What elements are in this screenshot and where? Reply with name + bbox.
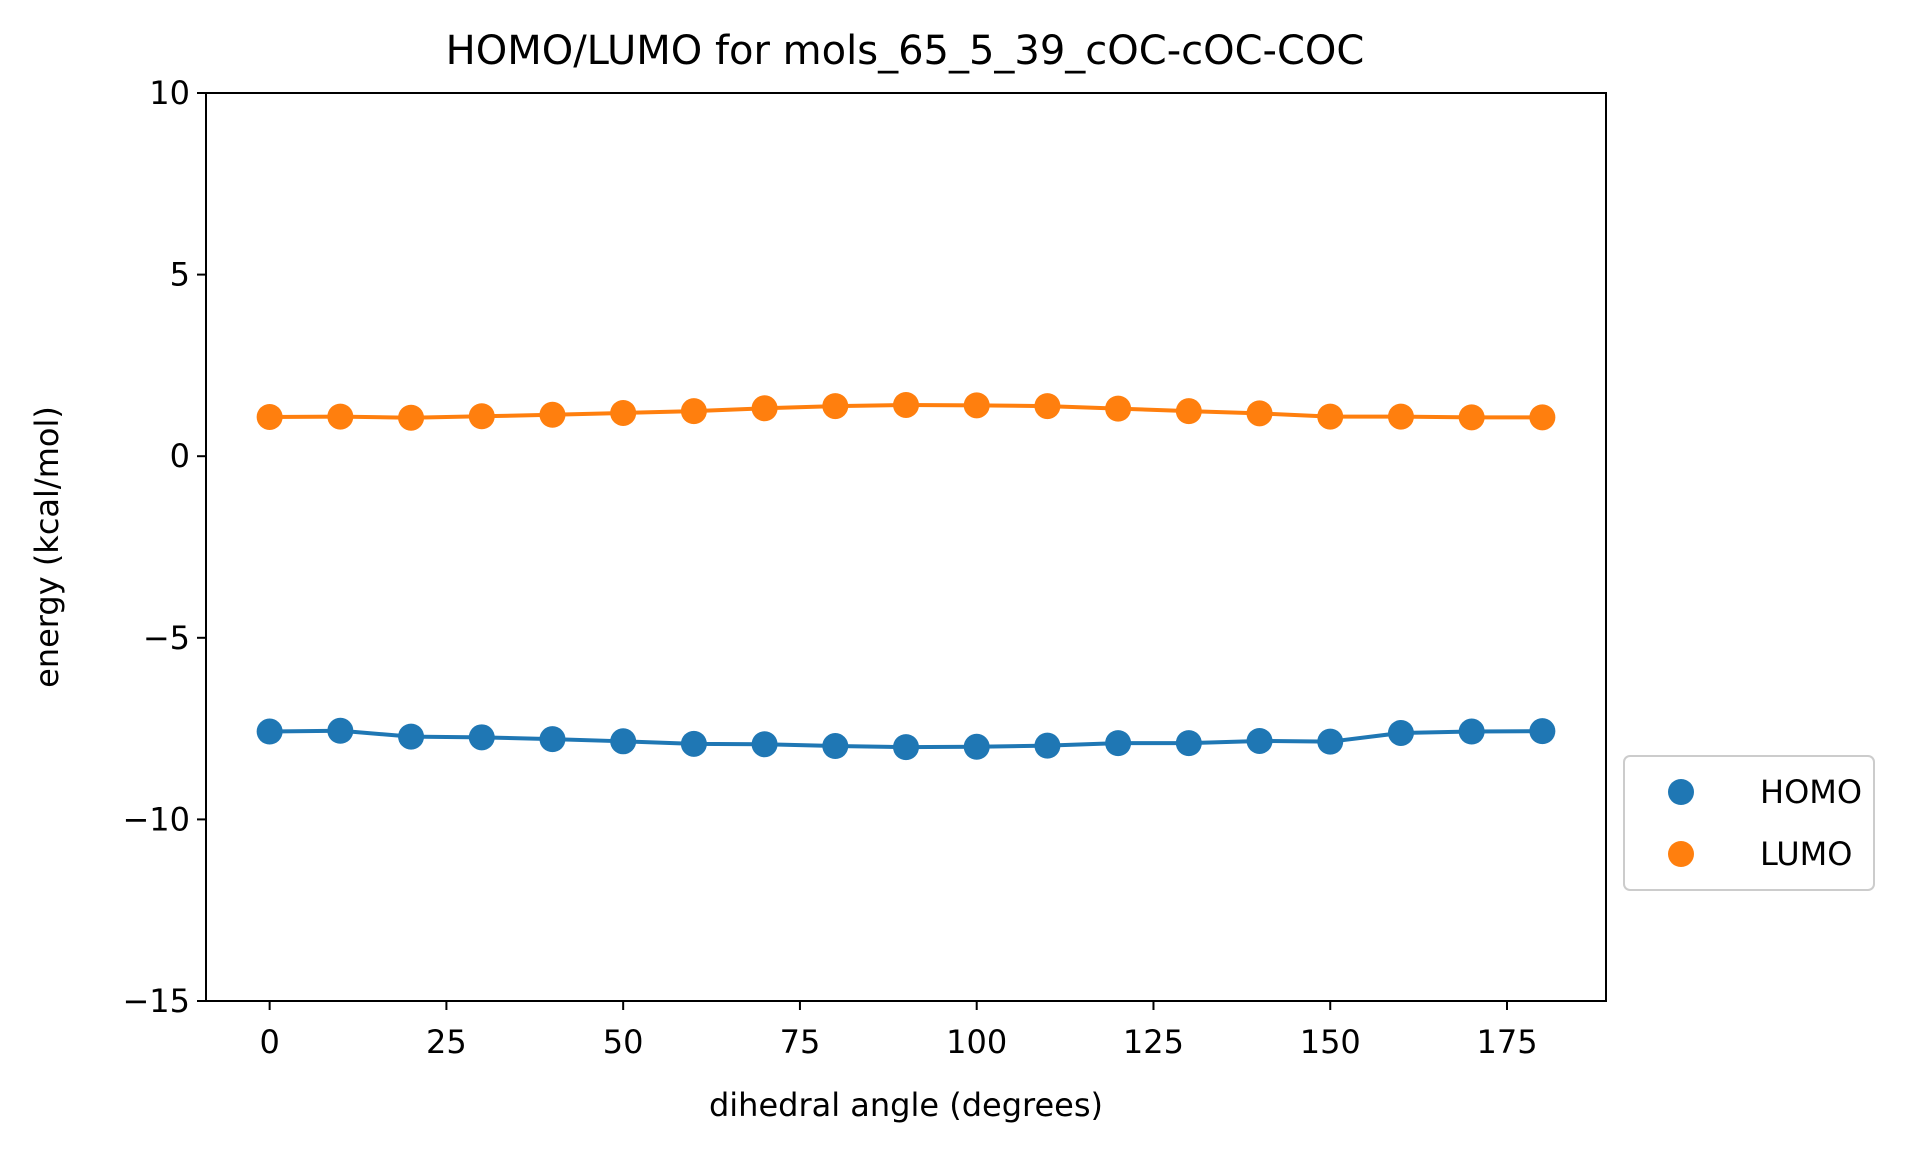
lumo-point bbox=[327, 403, 354, 430]
lumo-point bbox=[1387, 403, 1414, 430]
homo-point bbox=[327, 717, 354, 744]
homo-point bbox=[680, 730, 707, 757]
legend-marker-lumo bbox=[1668, 841, 1694, 867]
homo-point bbox=[822, 733, 849, 760]
lumo-point bbox=[963, 392, 990, 419]
plot-frame bbox=[205, 92, 1607, 1002]
lumo-point bbox=[1529, 404, 1556, 431]
homo-point bbox=[1105, 730, 1132, 757]
y-tick-label: −15 bbox=[122, 982, 190, 1020]
legend-label-homo: HOMO bbox=[1760, 773, 1862, 811]
x-tick-label: 0 bbox=[259, 1023, 279, 1061]
homo-point bbox=[1317, 728, 1344, 755]
homo-point bbox=[1246, 727, 1273, 754]
x-axis: 0 25 50 75 100 125 150 175 bbox=[259, 1001, 1538, 1061]
legend-label-lumo: LUMO bbox=[1760, 835, 1852, 873]
legend-marker-homo bbox=[1668, 779, 1694, 805]
homo-point bbox=[893, 734, 919, 761]
homo-point bbox=[539, 726, 566, 753]
lumo-point bbox=[751, 395, 778, 422]
homo-point bbox=[468, 724, 495, 751]
lumo-point bbox=[1034, 393, 1061, 420]
y-tick-label: −10 bbox=[122, 800, 190, 838]
homo-point bbox=[963, 733, 990, 760]
y-tick-label: 5 bbox=[170, 256, 190, 294]
x-tick-label: 25 bbox=[426, 1023, 467, 1061]
x-tick-label: 75 bbox=[780, 1023, 821, 1061]
lumo-point bbox=[1246, 400, 1273, 427]
plot-marks bbox=[256, 391, 1556, 761]
y-axis: −15 −10 −5 0 5 10 bbox=[122, 74, 206, 1020]
homo-point bbox=[256, 718, 283, 745]
lumo-point bbox=[1317, 403, 1344, 430]
homo-point bbox=[610, 728, 637, 755]
homo-point bbox=[398, 723, 425, 750]
y-tick-label: 10 bbox=[149, 74, 190, 112]
homo-point bbox=[1458, 718, 1485, 745]
x-tick-label: 100 bbox=[946, 1023, 1007, 1061]
x-axis-label: dihedral angle (degrees) bbox=[709, 1086, 1103, 1124]
lumo-point bbox=[610, 399, 637, 426]
legend: HOMO LUMO bbox=[1623, 755, 1875, 891]
lumo-point bbox=[680, 398, 707, 425]
lumo-point bbox=[398, 404, 425, 431]
lumo-point bbox=[468, 403, 495, 430]
chart-title: HOMO/LUMO for mols_65_5_39_cOC-cOC-COC bbox=[446, 28, 1365, 74]
lumo-point bbox=[893, 391, 919, 418]
lumo-point bbox=[822, 393, 849, 420]
x-tick-label: 150 bbox=[1300, 1023, 1361, 1061]
y-axis-label: energy (kcal/mol) bbox=[28, 406, 66, 688]
x-tick-label: 50 bbox=[603, 1023, 644, 1061]
homo-point bbox=[1175, 730, 1202, 757]
lumo-point bbox=[1175, 398, 1202, 425]
y-tick-label: 0 bbox=[170, 437, 190, 475]
lumo-point bbox=[1458, 404, 1485, 431]
homo-point bbox=[1034, 732, 1061, 759]
lumo-point bbox=[1105, 395, 1132, 422]
homo-point bbox=[1529, 718, 1556, 745]
y-tick-label: −5 bbox=[143, 619, 190, 657]
homo-point bbox=[751, 731, 778, 758]
x-tick-label: 175 bbox=[1476, 1023, 1537, 1061]
x-tick-label: 125 bbox=[1123, 1023, 1184, 1061]
lumo-point bbox=[539, 401, 566, 428]
lumo-point bbox=[256, 403, 283, 430]
homo-point bbox=[1387, 719, 1414, 746]
